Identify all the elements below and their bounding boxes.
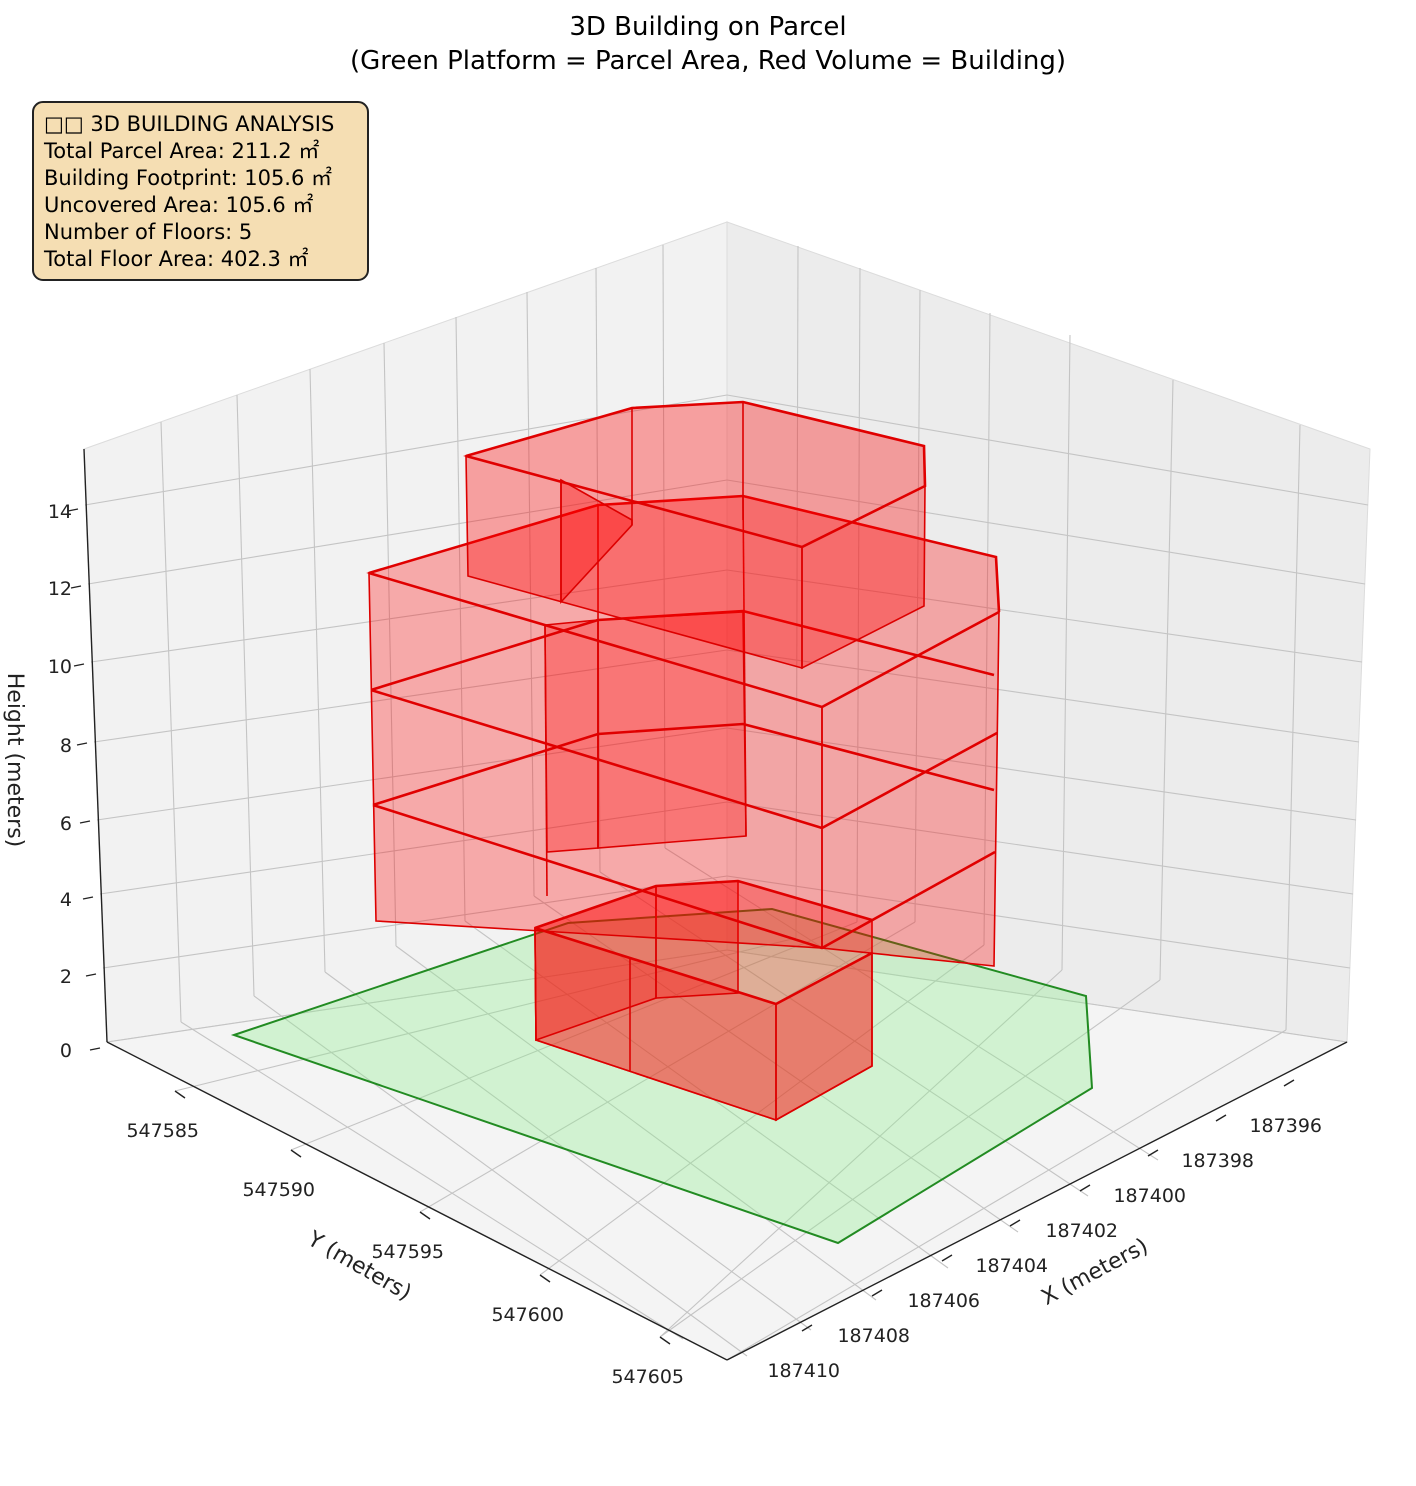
x-axis-tick-mark	[1215, 1114, 1227, 1122]
z-axis-tick-label: 6	[60, 813, 72, 835]
chart-title: 3D Building on Parcel (Green Platform = …	[0, 10, 1416, 78]
x-axis-tick-mark	[801, 1324, 813, 1332]
y-axis-line	[106, 1041, 728, 1361]
x-axis-tick-mark	[1283, 1079, 1295, 1087]
x-axis-line	[726, 1041, 1348, 1361]
z-axis-tick-mark	[89, 1047, 101, 1051]
y-axis-tick-mark	[290, 1149, 302, 1158]
y-axis-tick-label: 547590	[242, 1179, 315, 1201]
y-axis-tick-label: 547605	[611, 1366, 684, 1388]
info-uncovered-area: Uncovered Area: 105.6 ㎡	[44, 193, 314, 217]
building-top-outline	[465, 400, 927, 549]
x-axis-tick-label: 187408	[837, 1325, 910, 1347]
y-axis-tick-mark	[539, 1274, 551, 1283]
z-axis-tick-label: 8	[60, 735, 72, 757]
z-axis-tick-mark	[79, 820, 91, 824]
x-axis-tick-mark	[871, 1289, 883, 1297]
building-floor-5	[463, 401, 926, 670]
z-axis-tick-label: 4	[60, 889, 72, 911]
y-axis-tick-label: 547595	[371, 1241, 444, 1263]
x-axis-ticks: 187396 187398 187400 187402 187404 187406 1874…	[767, 1079, 1322, 1382]
chart-title-line-1: 3D Building on Parcel	[569, 12, 847, 42]
building-volume	[366, 400, 1001, 1122]
y-axis-tick-mark	[659, 1336, 671, 1345]
x-axis-tick-mark	[941, 1254, 953, 1262]
z-axis-tick-mark	[82, 896, 94, 900]
building-main-block	[366, 495, 1000, 967]
z-axis-tick-label: 12	[48, 578, 72, 600]
z-axis-tick-label: 14	[48, 501, 72, 523]
y-axis-tick-label: 547600	[491, 1304, 564, 1326]
x-axis-tick-label: 187410	[767, 1360, 840, 1382]
y-axis-label: Y (meters)	[302, 1226, 415, 1306]
z-axis-label: Height (meters)	[2, 673, 27, 848]
y-axis-tick-mark	[174, 1090, 186, 1099]
z-axis-tick-label: 0	[60, 1040, 72, 1062]
z-axis-tick-mark	[85, 973, 97, 977]
x-axis-tick-mark	[1079, 1184, 1091, 1192]
z-axis-tick-mark	[70, 585, 82, 589]
info-box: □□ 3D BUILDING ANALYSIS Total Parcel Are…	[32, 101, 369, 281]
z-axis-tick-mark	[67, 508, 79, 512]
chart-title-line-2: (Green Platform = Parcel Area, Red Volum…	[349, 46, 1067, 76]
z-axis-line	[83, 448, 108, 1043]
x-axis-tick-label: 187402	[1045, 1220, 1118, 1242]
x-axis-tick-label: 187400	[1113, 1185, 1186, 1207]
info-number-of-floors: Number of Floors: 5	[44, 220, 253, 244]
parcel-platform	[230, 907, 1094, 1245]
x-axis-tick-label: 187396	[1249, 1115, 1322, 1137]
z-axis-ticks: 0 2 4 6 8 10 12 14	[48, 501, 101, 1062]
y-axis-tick-mark	[419, 1211, 431, 1220]
info-building-footprint: Building Footprint: 105.6 ㎡	[44, 166, 333, 190]
z-axis-tick-mark	[73, 663, 85, 667]
z-axis-tick-label: 2	[60, 966, 72, 988]
x-axis-tick-label: 187404	[975, 1255, 1048, 1277]
z-axis-tick-mark	[76, 742, 88, 746]
building-floor-1	[534, 880, 873, 1122]
x-axis-tick-mark	[1009, 1219, 1021, 1227]
info-total-floor-area: Total Floor Area: 402.3 ㎡	[44, 247, 309, 271]
info-box-title: □□ 3D BUILDING ANALYSIS	[44, 112, 335, 136]
info-total-parcel-area: Total Parcel Area: 211.2 ㎡	[44, 139, 320, 163]
y-axis-ticks: 547585 547590 547595 547600 547605	[126, 1090, 684, 1388]
axis-lines	[83, 448, 1348, 1361]
x-axis-label: X (meters)	[1037, 1234, 1152, 1311]
x-axis-tick-mark	[1147, 1149, 1159, 1157]
x-axis-tick-label: 187406	[907, 1290, 980, 1312]
y-axis-tick-label: 547585	[126, 1120, 199, 1142]
x-axis-tick-label: 187398	[1181, 1150, 1254, 1172]
z-axis-tick-label: 10	[48, 656, 72, 678]
